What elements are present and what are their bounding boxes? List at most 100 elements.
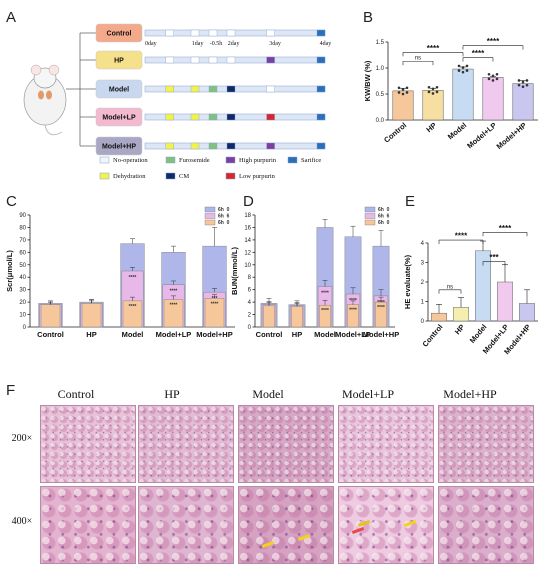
- sig-label: ****: [170, 289, 178, 295]
- sig-label: ns: [447, 284, 453, 290]
- data-point: [495, 72, 499, 76]
- histology-image: [438, 405, 534, 483]
- legend-swatch: [364, 206, 376, 213]
- data-point: [465, 64, 469, 68]
- y-tick-label: 0: [421, 319, 425, 325]
- timeline-marker: [208, 85, 218, 93]
- bar: [431, 312, 447, 322]
- sig-label: ***: [489, 253, 499, 262]
- bar: [291, 306, 303, 328]
- bar: [519, 303, 535, 322]
- y-tick-label: 0: [248, 325, 252, 331]
- sig-label: ****: [321, 308, 329, 314]
- data-point: [405, 91, 409, 94]
- day-label: 0day: [145, 41, 157, 47]
- category-label: Model+HP: [196, 330, 232, 339]
- legend-swatch: [165, 172, 176, 180]
- data-point: [457, 64, 461, 68]
- data-point: [401, 92, 405, 96]
- experimental-schema: Control HP Model Model+LP Model+HP 0day 1day -0…: [95, 23, 331, 156]
- category-label: Model: [468, 323, 489, 345]
- data-point: [495, 77, 499, 81]
- legend-swatch: [364, 213, 376, 219]
- category-label: Model+LP: [465, 121, 498, 151]
- bar: [40, 304, 61, 328]
- group-box: [95, 79, 143, 99]
- sig-label: ****: [349, 298, 357, 304]
- legend-swatch: [364, 219, 376, 226]
- day-label: 1day: [192, 41, 204, 47]
- y-tick-label: 8: [248, 275, 252, 281]
- y-tick-label: 2: [421, 280, 425, 286]
- y-tick-label: 10: [244, 263, 251, 269]
- timeline-marker: [190, 29, 200, 37]
- timeline-marker: [190, 142, 200, 150]
- category-label: Control: [256, 330, 283, 339]
- panel-letter-c: C: [6, 193, 17, 210]
- y-tick-label: 40: [19, 275, 26, 281]
- bar: [512, 83, 534, 121]
- category-label: HP: [292, 330, 302, 339]
- legend-swatch: [287, 156, 298, 164]
- data-point: [487, 72, 491, 76]
- y-tick-label: 1.5: [376, 40, 385, 46]
- panel-letter-f: F: [6, 382, 15, 399]
- data-point: [427, 85, 431, 89]
- data-point: [461, 70, 465, 74]
- category-label: Model: [122, 330, 144, 339]
- mouse-icon: [23, 64, 67, 136]
- category-label: Control: [382, 121, 408, 145]
- data-point: [405, 86, 409, 90]
- timeline-marker: [316, 113, 326, 121]
- legend-swatch: [99, 156, 110, 164]
- y-tick-label: 30: [19, 288, 26, 294]
- y-tick-label: 0.5: [376, 92, 385, 98]
- data-point: [435, 90, 439, 94]
- data-point: [521, 80, 525, 84]
- timeline-marker: [316, 29, 326, 37]
- data-point: [525, 83, 529, 87]
- y-axis-label: KW/BW (%): [363, 60, 372, 101]
- timeline-marker: [266, 142, 275, 150]
- legend-label: 6h 0: [218, 220, 230, 226]
- histology-image: [338, 405, 434, 483]
- legend-label: 6h 0: [378, 207, 390, 213]
- sig-label: ****: [129, 275, 137, 281]
- y-tick-label: 60: [19, 250, 26, 256]
- y-tick-label: 1: [421, 300, 425, 306]
- panel-letter-e: E: [405, 193, 415, 210]
- chart-scr: 0 10 20 30 40 50 60 70 80 90 Scr(μmol/L) Control HP *…: [5, 206, 235, 339]
- category-label: Model+HP: [363, 330, 399, 339]
- category-label: Model: [446, 121, 468, 142]
- bar: [497, 281, 513, 322]
- sig-label: ****: [455, 232, 468, 241]
- y-tick-label: 0.0: [376, 118, 385, 124]
- timeline-marker: [316, 85, 326, 93]
- legend-label: Sarifice: [301, 157, 321, 164]
- y-tick-label: 70: [19, 238, 26, 244]
- category-label: Model: [314, 330, 336, 339]
- group-box: [95, 107, 143, 127]
- histology-image: [40, 486, 136, 564]
- y-tick-label: 18: [244, 213, 251, 219]
- legend-label: 6h 0: [378, 220, 390, 226]
- timeline-marker: [190, 113, 200, 121]
- category-label: Control: [37, 330, 64, 339]
- bar: [452, 68, 474, 121]
- legend-label: 6h 0: [218, 207, 230, 213]
- y-tick-label: 4: [421, 241, 425, 247]
- group-label: HP: [114, 58, 124, 65]
- y-axis-label: Scr(μmol/L): [5, 250, 14, 292]
- timeline-marker: [316, 56, 326, 64]
- histology-row-label: 400×: [12, 516, 33, 527]
- timeline-marker: [226, 113, 236, 121]
- sig-label: ***: [212, 296, 218, 302]
- sig-label: ****: [472, 49, 485, 58]
- histology-column-label: Model+HP: [443, 387, 497, 401]
- legend-swatch: [204, 219, 216, 226]
- y-axis-label: HE evaluate(%): [403, 254, 412, 309]
- y-tick-label: 14: [244, 238, 251, 244]
- data-point: [517, 79, 521, 82]
- y-tick-label: 6: [248, 288, 252, 294]
